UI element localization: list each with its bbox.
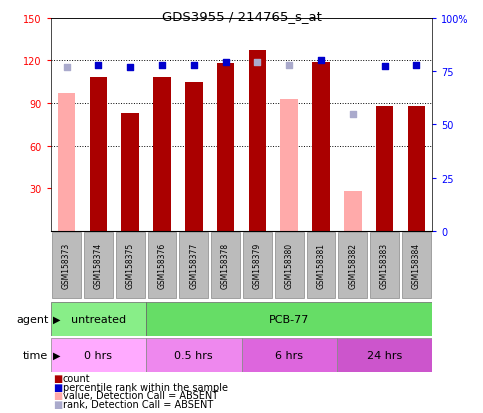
- Text: GSM158383: GSM158383: [380, 242, 389, 288]
- Text: GSM158377: GSM158377: [189, 242, 199, 288]
- Text: percentile rank within the sample: percentile rank within the sample: [63, 382, 228, 392]
- Text: ▶: ▶: [53, 350, 61, 360]
- Bar: [339, 233, 367, 298]
- Point: [381, 64, 388, 70]
- Bar: [146, 338, 242, 372]
- Text: ■: ■: [53, 382, 63, 392]
- Bar: [211, 233, 240, 298]
- Text: 0.5 hrs: 0.5 hrs: [174, 350, 213, 360]
- Text: GSM158375: GSM158375: [126, 242, 135, 288]
- Point: [222, 59, 229, 66]
- Bar: [217, 64, 234, 231]
- Text: GSM158373: GSM158373: [62, 242, 71, 288]
- Bar: [281, 100, 298, 231]
- Bar: [249, 51, 266, 231]
- Bar: [121, 114, 139, 231]
- Point: [190, 62, 198, 69]
- Text: GSM158379: GSM158379: [253, 242, 262, 288]
- Bar: [58, 94, 75, 231]
- Text: 0 hrs: 0 hrs: [85, 350, 113, 360]
- Text: time: time: [23, 350, 48, 360]
- Text: GSM158382: GSM158382: [348, 242, 357, 288]
- Bar: [51, 302, 146, 336]
- Bar: [344, 192, 362, 231]
- Bar: [370, 233, 399, 298]
- Bar: [153, 78, 171, 231]
- Bar: [116, 233, 144, 298]
- Text: GSM158381: GSM158381: [316, 242, 326, 288]
- Text: GDS3955 / 214765_s_at: GDS3955 / 214765_s_at: [161, 10, 322, 23]
- Point: [317, 58, 325, 64]
- Text: 24 hrs: 24 hrs: [367, 350, 402, 360]
- Bar: [148, 233, 176, 298]
- Text: count: count: [63, 373, 90, 383]
- Bar: [307, 233, 335, 298]
- Text: GSM158374: GSM158374: [94, 242, 103, 288]
- Bar: [312, 62, 330, 231]
- Bar: [84, 233, 113, 298]
- Bar: [90, 78, 107, 231]
- Bar: [376, 107, 393, 231]
- Point: [158, 62, 166, 69]
- Text: untreated: untreated: [71, 314, 126, 324]
- Text: ■: ■: [53, 399, 63, 409]
- Bar: [51, 338, 146, 372]
- Text: GSM158384: GSM158384: [412, 242, 421, 288]
- Text: GSM158380: GSM158380: [284, 242, 294, 288]
- Text: agent: agent: [16, 314, 48, 324]
- Text: ■: ■: [53, 390, 63, 400]
- Bar: [180, 233, 208, 298]
- Text: value, Detection Call = ABSENT: value, Detection Call = ABSENT: [63, 390, 218, 400]
- Point: [127, 65, 134, 71]
- Point: [412, 62, 420, 69]
- Point: [95, 62, 102, 69]
- Bar: [52, 233, 81, 298]
- Text: 6 hrs: 6 hrs: [275, 350, 303, 360]
- Point: [254, 59, 261, 66]
- Text: GSM158376: GSM158376: [157, 242, 167, 288]
- Point: [63, 65, 71, 71]
- Bar: [185, 83, 202, 231]
- Text: GSM158378: GSM158378: [221, 242, 230, 288]
- Text: ▶: ▶: [53, 314, 61, 324]
- Bar: [242, 338, 337, 372]
- Text: PCB-77: PCB-77: [269, 314, 310, 324]
- Bar: [146, 302, 432, 336]
- Bar: [337, 338, 432, 372]
- Text: rank, Detection Call = ABSENT: rank, Detection Call = ABSENT: [63, 399, 213, 409]
- Text: ■: ■: [53, 373, 63, 383]
- Point: [285, 62, 293, 69]
- Point: [349, 112, 356, 118]
- Bar: [243, 233, 272, 298]
- Bar: [408, 107, 425, 231]
- Bar: [275, 233, 303, 298]
- Bar: [402, 233, 431, 298]
